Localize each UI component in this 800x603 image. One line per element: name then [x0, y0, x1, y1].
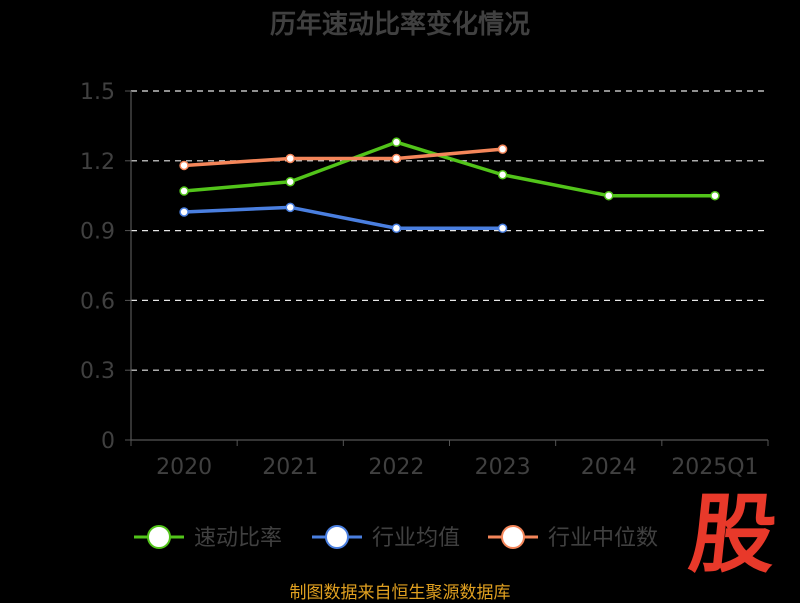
- grid-lines: [131, 90, 768, 371]
- data-point: [497, 223, 508, 234]
- data-point: [604, 190, 614, 201]
- data-point: [285, 153, 295, 164]
- data-point: [710, 190, 720, 201]
- data-point: [179, 207, 189, 217]
- axes: 0 0.3 0.6 0.9 1.2 1.5 2020 2021 2022 2023 2024 2025…: [80, 80, 769, 480]
- legend-label: 行业中位数: [548, 526, 658, 551]
- y-tick-label: 0.9: [80, 220, 115, 245]
- x-tick-label: 2023: [475, 455, 531, 480]
- data-point: [391, 137, 402, 147]
- x-tick-label: 2022: [368, 455, 424, 480]
- legend-marker: [325, 525, 349, 549]
- series-line: [184, 205, 503, 231]
- x-tick-label: 2025Q1: [671, 455, 758, 480]
- y-tick-label: 0.3: [80, 359, 115, 384]
- series-layer: [179, 137, 720, 234]
- y-tick-label: 1.2: [80, 150, 115, 175]
- legend-marker: [147, 525, 171, 549]
- data-point: [285, 202, 295, 213]
- data-point: [285, 176, 295, 187]
- data-point: [179, 186, 189, 196]
- data-point: [497, 144, 508, 154]
- legend: 速动比率 行业均值 行业中位数: [134, 525, 658, 551]
- data-point: [179, 160, 189, 171]
- legend-label: 速动比率: [194, 526, 282, 551]
- y-tick-label: 0: [101, 429, 115, 454]
- data-point: [391, 223, 402, 234]
- source-text: 制图数据来自恒生聚源数据库: [289, 583, 511, 603]
- series-line: [183, 140, 715, 198]
- y-tick-label: 0.6: [80, 289, 115, 314]
- data-point: [497, 170, 508, 180]
- legend-label: 行业均值: [372, 526, 460, 551]
- series-line: [183, 147, 503, 168]
- data-point: [391, 153, 402, 164]
- chart-title: 历年速动比率变化情况: [270, 9, 530, 40]
- x-tick-label: 2020: [156, 455, 212, 480]
- logo-watermark: 股: [684, 485, 782, 585]
- y-tick-label: 1.5: [80, 80, 115, 105]
- legend-marker: [501, 525, 525, 549]
- x-tick-label: 2021: [262, 455, 318, 480]
- x-tick-label: 2024: [581, 455, 637, 480]
